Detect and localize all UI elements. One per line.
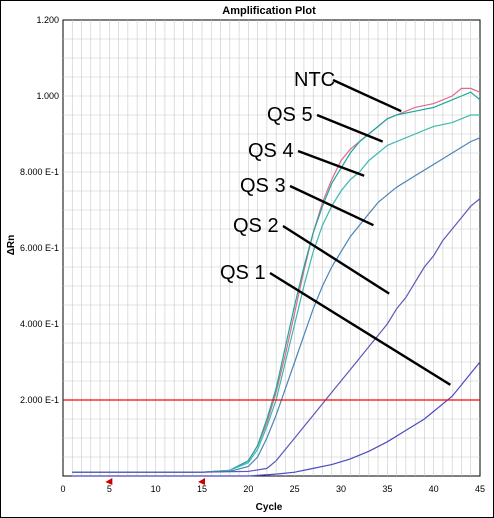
series-line-qs-4 — [72, 114, 480, 473]
series-line-qs-2 — [72, 198, 481, 473]
baseline-marker — [105, 478, 113, 485]
annotation-label-qs-4: QS 4 — [248, 140, 294, 162]
annotation-label-qs-1: QS 1 — [220, 262, 266, 284]
chart-title: Amplification Plot — [222, 5, 316, 17]
series-line-qs-5 — [72, 91, 481, 473]
annotation-label-qs-5: QS 5 — [267, 104, 313, 126]
x-tick-label: 25 — [290, 484, 300, 494]
y-tick-label: 8.000 E-1 — [20, 167, 59, 177]
y-tick-label: 2.000 E-1 — [20, 395, 59, 405]
annotation-leader-line — [282, 224, 390, 295]
x-tick-label: 30 — [336, 484, 346, 494]
x-tick-label: 0 — [60, 484, 65, 494]
y-tick-label: 1.200 — [36, 15, 59, 25]
tick-labels: 0 5 10 15 20 25 30 35 40 45 2.000 E-1 4.000 E-1 6.00… — [20, 15, 485, 494]
annotation-leader-line — [297, 149, 365, 177]
annotations: NTC QS 5 QS 4 QS 3 QS 2 QS 1 — [220, 69, 451, 386]
x-tick-label: 40 — [429, 484, 439, 494]
annotation-label-ntc: NTC — [294, 69, 335, 91]
annotation-label-qs-3: QS 3 — [240, 175, 286, 197]
annotation-leader-line — [316, 113, 384, 143]
y-axis-title: ΔRn — [6, 235, 17, 256]
y-tick-label: 4.000 E-1 — [20, 319, 59, 329]
y-tick-label: 1.000 — [36, 91, 59, 101]
overlays — [63, 399, 480, 485]
x-tick-label: 20 — [243, 484, 253, 494]
series-line-qs-3 — [72, 137, 481, 473]
x-tick-label: 35 — [382, 484, 392, 494]
y-tick-label: 6.000 E-1 — [20, 243, 59, 253]
x-tick-label: 5 — [107, 484, 112, 494]
x-tick-label: 10 — [151, 484, 161, 494]
annotation-leader-line — [269, 271, 451, 386]
x-tick-label: 45 — [475, 484, 485, 494]
series-line-qs-1 — [72, 361, 481, 477]
x-axis-title: Cycle — [256, 502, 283, 513]
annotation-leader-line — [332, 78, 402, 113]
series-lines — [72, 87, 481, 477]
x-tick-label: 15 — [197, 484, 207, 494]
annotation-label-qs-2: QS 2 — [233, 215, 279, 237]
annotation-leader-line — [289, 184, 374, 227]
baseline-marker — [198, 478, 205, 485]
